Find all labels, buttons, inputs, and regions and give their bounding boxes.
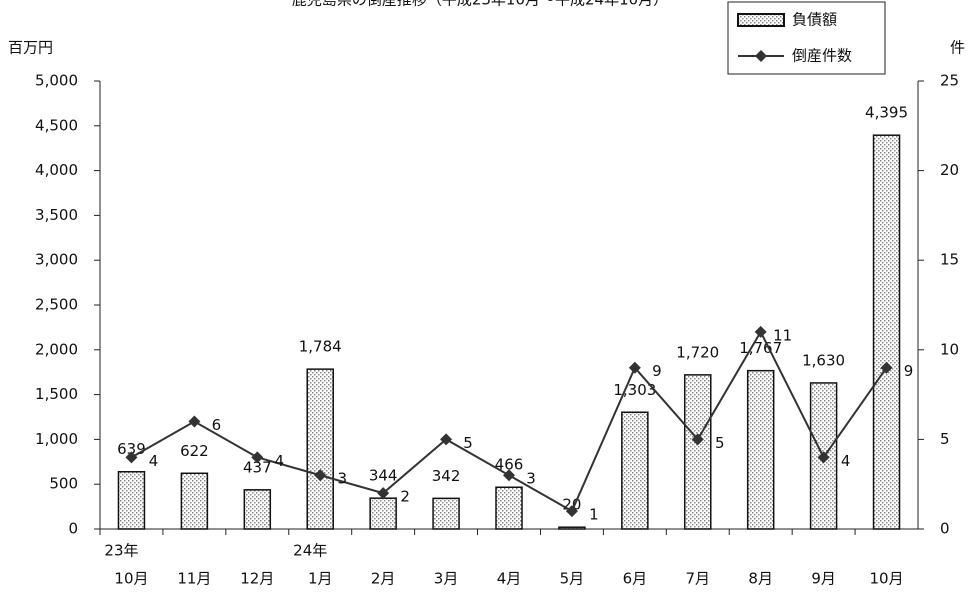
x-group-label: 23年 [104, 542, 138, 560]
y-tick-label: 1,000 [35, 430, 78, 448]
y2-tick-label: 0 [940, 520, 950, 538]
x-tick-label: 6月 [623, 570, 648, 588]
bar [243, 489, 272, 530]
y-tick-label: 4,500 [35, 116, 78, 134]
x-tick-label: 9月 [811, 570, 836, 588]
bar-value-label: 342 [432, 467, 461, 485]
x-tick-label: 11月 [177, 570, 211, 588]
y2-axis-title: 件 [950, 39, 965, 57]
line-marker [377, 487, 390, 500]
y-tick-label: 3,500 [35, 206, 78, 224]
line-value-label: 2 [400, 488, 410, 506]
x-tick-label: 7月 [685, 570, 710, 588]
legend-swatch [737, 13, 785, 27]
bar [180, 472, 209, 530]
line-value-label: 11 [773, 326, 792, 344]
x-tick-label: 10月 [869, 570, 903, 588]
line-value-label: 3 [337, 470, 347, 488]
y-tick-label: 4,000 [35, 161, 78, 179]
line-marker [880, 361, 893, 374]
y-tick-label: 0 [68, 520, 78, 538]
line-value-label: 9 [652, 362, 662, 380]
line-marker [691, 433, 704, 446]
bar [872, 134, 901, 530]
line-value-label: 4 [275, 452, 285, 470]
line-value-label: 3 [526, 470, 536, 488]
y2-tick-label: 10 [940, 340, 959, 358]
bar [621, 411, 649, 530]
y-tick-label: 1,500 [35, 385, 78, 403]
line-value-label: 5 [463, 434, 473, 452]
x-tick-label: 2月 [371, 570, 396, 588]
bar [684, 374, 712, 530]
x-tick-label: 1月 [308, 570, 333, 588]
x-tick-label: 8月 [748, 570, 773, 588]
y2-tick-label: 15 [940, 251, 959, 269]
y-tick-label: 500 [49, 475, 78, 493]
line-marker [565, 505, 578, 518]
y-axis-title: 百万円 [8, 39, 53, 57]
line-marker [251, 451, 264, 464]
line-marker [503, 469, 515, 482]
chart-title: 鹿児島県の倒産推移（平成23年10月～平成24年10月） [292, 0, 668, 9]
y-tick-label: 2,500 [35, 296, 78, 314]
y-tick-label: 3,000 [35, 251, 78, 269]
line-marker [440, 433, 453, 446]
bar [746, 369, 775, 530]
bar [306, 368, 334, 530]
line-value-label: 4 [149, 452, 159, 470]
y2-tick-label: 25 [940, 72, 959, 90]
bar-value-label: 1,720 [676, 343, 719, 361]
line-value-label: 4 [841, 452, 851, 470]
bar [369, 497, 397, 530]
line-value-label: 6 [212, 416, 222, 434]
x-tick-label: 10月 [114, 570, 148, 588]
line-value-label: 1 [589, 506, 599, 524]
line-marker [754, 325, 767, 338]
bar [495, 486, 523, 530]
bar-value-label: 622 [180, 442, 209, 460]
x-tick-label: 3月 [434, 570, 459, 588]
bar-value-label: 1,784 [299, 338, 342, 356]
line-marker [817, 451, 830, 464]
line-marker [188, 415, 201, 428]
line-value-label: 5 [715, 434, 725, 452]
x-tick-label: 4月 [497, 570, 522, 588]
bar [117, 470, 146, 530]
bar-value-label: 344 [369, 467, 398, 485]
x-group-label: 24年 [293, 542, 327, 560]
bar [432, 497, 460, 530]
x-tick-label: 5月 [560, 570, 585, 588]
legend-label: 倒産件数 [792, 47, 852, 65]
line-marker [314, 469, 327, 482]
bar-value-label: 437 [243, 458, 272, 476]
bar [809, 382, 838, 530]
bar-value-label: 1,630 [802, 351, 845, 369]
y2-tick-label: 5 [940, 430, 950, 448]
line-value-label: 9 [904, 362, 914, 380]
legend-label: 負債額 [792, 11, 837, 29]
line-marker [125, 451, 138, 464]
line-marker [628, 361, 641, 374]
y-tick-label: 2,000 [35, 340, 78, 358]
bar [558, 526, 586, 530]
y2-tick-label: 20 [940, 161, 959, 179]
x-tick-label: 12月 [240, 570, 274, 588]
bar-value-label: 466 [495, 456, 524, 474]
y-tick-label: 5,000 [35, 72, 78, 90]
bar-value-label: 4,395 [865, 104, 908, 122]
legend-marker [755, 50, 767, 62]
